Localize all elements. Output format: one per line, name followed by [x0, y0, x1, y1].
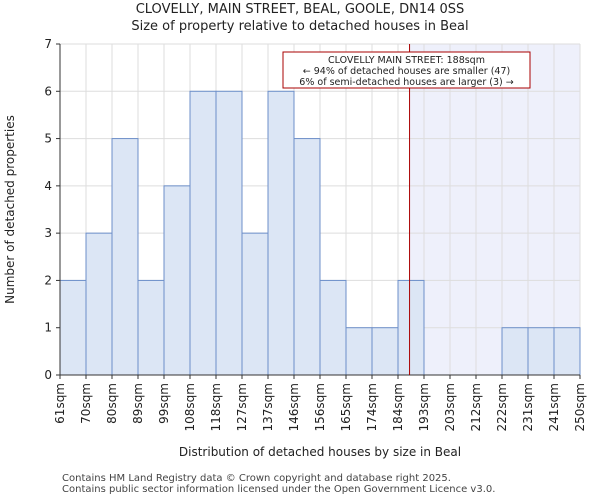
x-tick-label: 137sqm — [261, 383, 275, 431]
y-axis-label: Number of detached properties — [3, 115, 17, 304]
annotation-box — [282, 51, 531, 89]
x-tick-label: 184sqm — [391, 383, 405, 431]
x-tick-label: 80sqm — [105, 383, 119, 424]
x-tick-label: 222sqm — [495, 383, 509, 431]
y-tick-label: 4 — [44, 179, 52, 193]
y-tick-label: 0 — [44, 368, 52, 382]
bar — [85, 232, 113, 376]
bar — [345, 327, 373, 376]
annotation-line-2: ← 94% of detached houses are smaller (47… — [303, 66, 510, 77]
x-tick-label: 99sqm — [157, 383, 171, 424]
x-tick-label: 146sqm — [287, 383, 301, 431]
bar — [397, 279, 425, 376]
footer-copyright: Contains HM Land Registry data © Crown c… — [62, 473, 451, 484]
x-tick-label: 193sqm — [417, 383, 431, 431]
bar — [59, 279, 87, 376]
x-tick-label: 61sqm — [53, 383, 67, 424]
bar — [293, 138, 321, 376]
highlight-region — [409, 44, 580, 375]
chart-subtitle: Size of property relative to detached ho… — [131, 19, 469, 34]
bar — [319, 279, 347, 376]
bar — [527, 327, 555, 376]
x-tick-label: 203sqm — [443, 383, 457, 431]
y-tick-label: 1 — [44, 321, 52, 335]
bar — [137, 279, 165, 376]
bar — [163, 185, 191, 376]
bar — [371, 327, 399, 376]
bar — [111, 138, 139, 376]
annotation-line-1: CLOVELLY MAIN STREET: 188sqm — [328, 55, 485, 66]
x-tick-label: 212sqm — [469, 383, 483, 431]
y-tick-label: 2 — [44, 273, 52, 287]
x-tick-label: 127sqm — [235, 383, 249, 431]
bar — [553, 327, 581, 376]
bar — [215, 90, 243, 376]
bar — [241, 232, 269, 376]
x-axis-label: Distribution of detached houses by size … — [179, 445, 461, 459]
x-tick-label: 70sqm — [79, 383, 93, 424]
x-tick-label: 108sqm — [183, 383, 197, 431]
bar — [501, 327, 529, 376]
y-tick-label: 6 — [44, 84, 52, 98]
annotation-line-3: 6% of semi-detached houses are larger (3… — [299, 77, 513, 88]
footer-licence: Contains public sector information licen… — [62, 484, 496, 495]
x-tick-label: 118sqm — [209, 383, 223, 431]
x-tick-label: 165sqm — [339, 383, 353, 431]
x-tick-label: 231sqm — [521, 383, 535, 431]
x-tick-label: 250sqm — [573, 383, 587, 431]
y-tick-label: 5 — [44, 132, 52, 146]
x-tick-label: 241sqm — [547, 383, 561, 431]
bar — [189, 90, 217, 376]
bar — [267, 90, 295, 376]
x-tick-label: 156sqm — [313, 383, 327, 431]
chart-title: CLOVELLY, MAIN STREET, BEAL, GOOLE, DN14… — [135, 2, 465, 17]
y-tick-label: 7 — [44, 37, 52, 51]
y-tick-label: 3 — [44, 226, 52, 240]
x-tick-label: 174sqm — [365, 383, 379, 431]
x-tick-label: 89sqm — [131, 383, 145, 424]
